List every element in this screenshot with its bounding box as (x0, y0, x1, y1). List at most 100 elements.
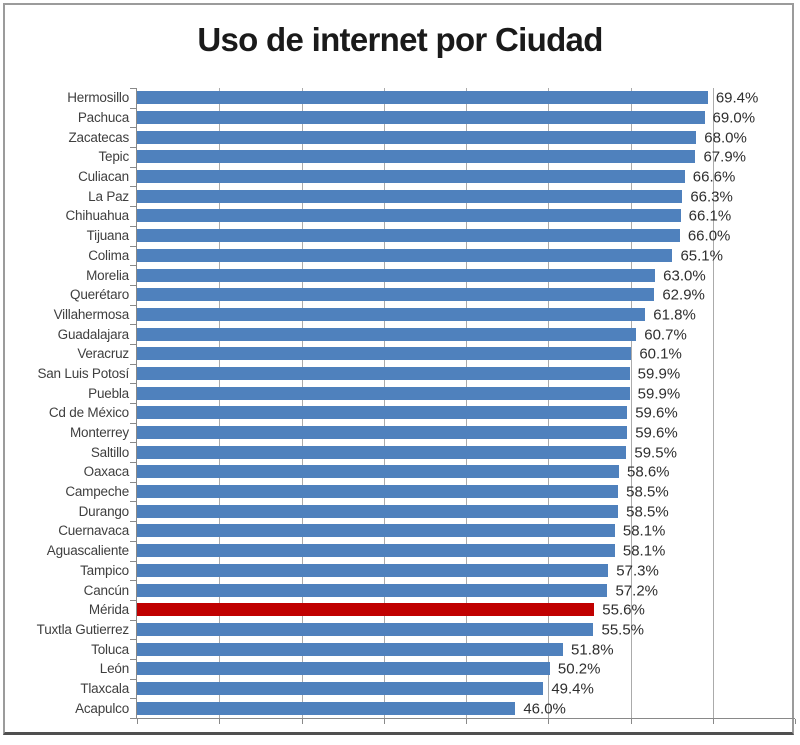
y-axis-tick (130, 599, 136, 601)
value-label: 67.9% (703, 148, 747, 166)
y-axis-tick (130, 147, 136, 149)
category-label: Aguascaliente (46, 543, 129, 559)
y-axis-tick (130, 245, 136, 247)
value-label: 59.5% (634, 444, 677, 462)
x-axis-tick (219, 719, 221, 724)
bar (137, 366, 630, 380)
value-label: 68.0% (704, 129, 747, 147)
category-label: Guadalajara (57, 326, 130, 342)
value-label: 69.0% (712, 109, 756, 127)
value-label: 62.9% (662, 286, 705, 304)
y-axis-tick (130, 363, 136, 365)
value-label: 58.1% (622, 542, 666, 560)
value-label: 63.0% (663, 267, 706, 285)
y-axis-tick (130, 521, 136, 523)
bar-highlighted (137, 603, 595, 617)
y-axis-tick (130, 225, 136, 227)
bar (137, 544, 615, 558)
bar (137, 465, 619, 479)
gridline (383, 88, 385, 718)
y-axis-tick (130, 383, 136, 385)
gridline (466, 88, 467, 718)
bar (137, 524, 615, 538)
category-label: Veracruz (77, 346, 129, 362)
y-axis-tick (130, 462, 136, 464)
bar (137, 406, 628, 420)
category-axis-labels: Hermosillo Pachuca Zacatecas Tepic Culiacan L… (0, 88, 130, 718)
bar (137, 170, 685, 184)
value-label: 66.6% (692, 168, 736, 186)
bar (137, 642, 564, 656)
category-label: La Paz (88, 188, 129, 204)
category-label: Oaxaca (83, 464, 130, 480)
category-label: Villahermosa (53, 306, 130, 322)
value-label: 58.5% (626, 503, 669, 521)
category-label: Toluca (91, 641, 129, 657)
y-axis-tick (130, 658, 136, 660)
bar (137, 445, 627, 459)
bar (137, 681, 544, 695)
value-label: 61.8% (653, 306, 696, 324)
y-axis-tick (130, 639, 136, 641)
y-axis-tick (130, 560, 136, 562)
bar (137, 504, 619, 518)
category-label: Tampico (80, 562, 129, 578)
value-label: 57.3% (616, 562, 659, 580)
bar (137, 91, 708, 105)
value-label: 66.0% (687, 227, 731, 245)
y-axis-tick (130, 403, 136, 404)
category-label: Cd de México (48, 405, 129, 421)
value-label: 51.8% (571, 641, 614, 659)
category-label: Cuernavaca (58, 523, 129, 539)
bar (137, 347, 632, 361)
y-axis-tick (130, 442, 136, 444)
value-label: 46.0% (523, 700, 566, 718)
category-label: Tuxtla Gutierrez (36, 621, 130, 637)
value-label: 58.5% (626, 483, 669, 501)
value-label: 57.2% (615, 582, 659, 600)
gridline (712, 88, 714, 718)
category-label: San Luis Potosí (37, 365, 129, 381)
bar (137, 307, 646, 321)
bar (137, 622, 594, 636)
category-label: Colima (88, 247, 129, 263)
bar (137, 150, 696, 164)
bar (137, 268, 656, 282)
category-label: Monterrey (70, 425, 129, 441)
gridline (219, 88, 221, 718)
plot-area: 69.4% 69.0% 68.0% 67.9% 66.6% 66.3% 66.1% 66.0%… (130, 88, 796, 724)
bar (137, 111, 705, 125)
category-label: Tepic (98, 149, 129, 165)
y-axis-tick (130, 540, 136, 542)
bar (137, 130, 697, 144)
category-label: Durango (78, 503, 130, 519)
bar (137, 288, 655, 302)
chart-title: Uso de internet por Ciudad (197, 21, 603, 58)
x-axis-tick (137, 719, 138, 724)
y-axis-tick (130, 678, 136, 680)
value-label: 60.7% (644, 326, 687, 344)
category-label: León (99, 661, 129, 677)
bar (137, 426, 628, 440)
gridline (301, 88, 303, 718)
bar (137, 229, 680, 243)
value-label: 49.4% (551, 680, 594, 698)
y-axis-tick (130, 88, 136, 89)
bar (137, 248, 673, 262)
category-label: Zacatecas (68, 129, 130, 145)
category-label: Chihuahua (65, 208, 129, 224)
bar (137, 327, 637, 341)
value-label: 55.6% (602, 601, 645, 619)
y-axis-tick (130, 698, 136, 700)
bar (137, 386, 630, 400)
category-label: Saltillo (90, 444, 129, 460)
x-axis-tick (548, 719, 550, 724)
y-axis-line (136, 88, 137, 718)
category-label: Pachuca (77, 110, 129, 126)
gridline (630, 88, 632, 718)
category-label: Hermosillo (67, 90, 129, 106)
value-label: 58.1% (622, 522, 666, 540)
value-label: 60.1% (639, 345, 682, 363)
y-axis-tick (130, 127, 136, 129)
value-label: 50.2% (557, 660, 601, 678)
